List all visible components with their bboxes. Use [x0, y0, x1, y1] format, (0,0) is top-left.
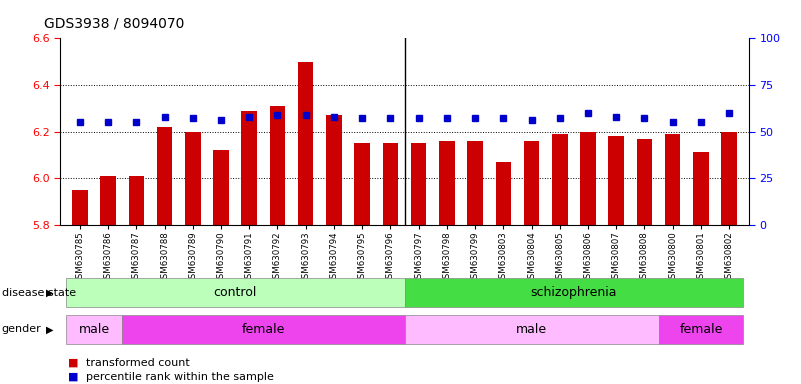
Bar: [658, 314, 743, 344]
Bar: [665, 134, 681, 225]
Bar: [467, 141, 483, 225]
Text: transformed count: transformed count: [86, 358, 190, 368]
Text: control: control: [213, 286, 257, 299]
Bar: [411, 143, 426, 225]
Text: ■: ■: [68, 372, 78, 382]
Bar: [128, 176, 144, 225]
Bar: [185, 131, 200, 225]
Text: ■: ■: [68, 358, 78, 368]
Bar: [241, 111, 257, 225]
Text: male: male: [516, 323, 547, 336]
Bar: [496, 162, 511, 225]
Bar: [580, 131, 596, 225]
Bar: [66, 278, 405, 308]
Text: GDS3938 / 8094070: GDS3938 / 8094070: [44, 17, 184, 31]
Bar: [637, 139, 652, 225]
Text: ▶: ▶: [46, 288, 54, 298]
Bar: [123, 314, 405, 344]
Bar: [157, 127, 172, 225]
Bar: [722, 131, 737, 225]
Bar: [439, 141, 455, 225]
Bar: [298, 62, 313, 225]
Text: gender: gender: [2, 324, 42, 334]
Bar: [609, 136, 624, 225]
Text: schizophrenia: schizophrenia: [530, 286, 617, 299]
Bar: [405, 278, 743, 308]
Text: male: male: [78, 323, 110, 336]
Bar: [100, 176, 116, 225]
Bar: [354, 143, 370, 225]
Bar: [66, 314, 123, 344]
Bar: [326, 115, 342, 225]
Bar: [72, 190, 87, 225]
Text: female: female: [242, 323, 285, 336]
Bar: [524, 141, 539, 225]
Bar: [270, 106, 285, 225]
Bar: [213, 150, 229, 225]
Text: disease state: disease state: [2, 288, 76, 298]
Text: percentile rank within the sample: percentile rank within the sample: [86, 372, 274, 382]
Bar: [552, 134, 568, 225]
Text: female: female: [679, 323, 723, 336]
Bar: [405, 314, 658, 344]
Bar: [383, 143, 398, 225]
Text: ▶: ▶: [46, 324, 54, 334]
Bar: [693, 152, 709, 225]
